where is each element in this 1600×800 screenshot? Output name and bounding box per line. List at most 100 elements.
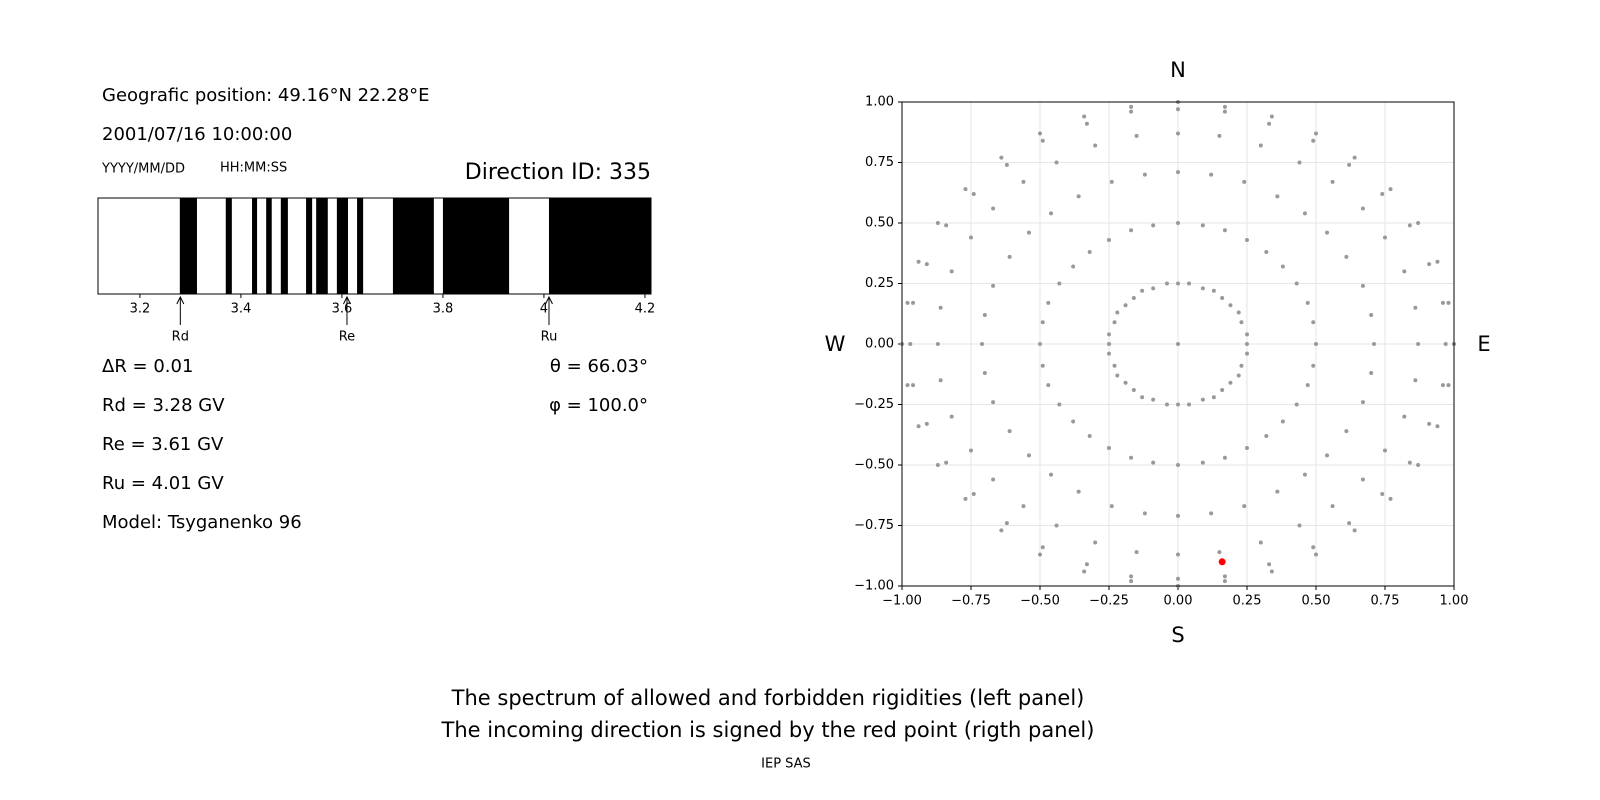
direction-point bbox=[1311, 545, 1316, 550]
direction-point bbox=[1264, 250, 1269, 255]
direction-id: Direction ID: 335 bbox=[465, 160, 651, 185]
direction-point bbox=[1151, 397, 1156, 402]
direction-point bbox=[1220, 296, 1225, 301]
y-tick-label: 1.00 bbox=[865, 95, 894, 110]
direction-point bbox=[982, 371, 987, 376]
direction-point bbox=[1413, 305, 1418, 310]
date-format: YYYY/MM/DD bbox=[101, 162, 185, 177]
direction-point bbox=[916, 424, 921, 429]
time-format: HH:MM:SS bbox=[220, 161, 287, 176]
direction-point bbox=[1314, 131, 1318, 136]
direction-point bbox=[999, 528, 1004, 533]
direction-point bbox=[1267, 121, 1272, 126]
direction-point bbox=[1151, 223, 1156, 228]
direction-point bbox=[1440, 300, 1445, 305]
direction-point bbox=[1134, 133, 1139, 138]
direction-point bbox=[1187, 281, 1192, 286]
direction-point bbox=[1107, 342, 1111, 346]
marker-arrow-head bbox=[545, 295, 553, 305]
direction-point bbox=[1344, 254, 1349, 259]
direction-point bbox=[1305, 300, 1310, 305]
direction-point bbox=[1107, 351, 1111, 356]
direction-point bbox=[963, 187, 968, 192]
direction-point bbox=[1352, 155, 1357, 160]
direction-point bbox=[1222, 109, 1227, 114]
forbidden-band bbox=[357, 198, 364, 294]
direction-point bbox=[905, 383, 910, 388]
direction-point bbox=[1330, 504, 1335, 509]
direction-point bbox=[1211, 395, 1216, 400]
direction-point bbox=[991, 477, 996, 482]
direction-point bbox=[1040, 320, 1045, 325]
angle: θ = 66.03° bbox=[550, 356, 648, 377]
x-tick-label: 0.75 bbox=[1371, 594, 1400, 609]
direction-point bbox=[1112, 320, 1117, 325]
direction-point bbox=[949, 414, 954, 419]
direction-point bbox=[1330, 179, 1335, 184]
direction-point bbox=[1369, 312, 1374, 317]
direction-point bbox=[1275, 194, 1280, 199]
marker-arrow-head bbox=[176, 295, 185, 305]
direction-point bbox=[1142, 511, 1147, 516]
direction-point bbox=[1026, 230, 1031, 235]
direction-point bbox=[1129, 574, 1134, 579]
direction-point bbox=[1131, 296, 1136, 301]
direction-point bbox=[1407, 223, 1412, 228]
direction-point bbox=[1026, 453, 1031, 458]
direction-point bbox=[944, 223, 949, 228]
forbidden-band bbox=[280, 198, 288, 294]
direction-point bbox=[1236, 373, 1241, 378]
direction-point bbox=[1269, 114, 1274, 119]
direction-point bbox=[1040, 138, 1045, 143]
parameter: Re = 3.61 GV bbox=[102, 434, 224, 455]
direction-point bbox=[991, 283, 996, 288]
direction-point bbox=[911, 300, 916, 305]
direction-point bbox=[1176, 170, 1180, 175]
direction-point bbox=[935, 342, 940, 346]
x-tick-label: 0.25 bbox=[1233, 594, 1262, 609]
direction-point bbox=[1369, 371, 1374, 376]
direction-point bbox=[1057, 281, 1062, 286]
direction-point bbox=[1388, 187, 1393, 192]
direction-point bbox=[1049, 472, 1054, 477]
x-tick-label: 3.6 bbox=[332, 302, 353, 317]
direction-point bbox=[1151, 460, 1156, 465]
direction-point bbox=[963, 496, 968, 501]
direction-point bbox=[982, 312, 987, 317]
direction-point bbox=[938, 378, 943, 383]
direction-point bbox=[1383, 448, 1387, 453]
x-tick-label: 3.4 bbox=[231, 302, 252, 317]
direction-point bbox=[1176, 131, 1180, 136]
direction-point bbox=[1021, 179, 1026, 184]
direction-point bbox=[1109, 179, 1114, 184]
direction-point bbox=[935, 463, 940, 467]
direction-point bbox=[1220, 387, 1225, 392]
direction-point bbox=[1435, 424, 1440, 429]
direction-point bbox=[1134, 550, 1139, 555]
direction-point bbox=[1129, 109, 1134, 114]
direction-point bbox=[905, 300, 910, 305]
y-tick-label: −0.50 bbox=[854, 458, 894, 473]
y-tick-label: 0.50 bbox=[865, 216, 894, 231]
y-tick-label: 0.75 bbox=[865, 155, 894, 170]
direction-point bbox=[1380, 191, 1385, 196]
direction-point bbox=[1245, 446, 1249, 451]
direction-point bbox=[1280, 264, 1285, 269]
parameter: Rd = 3.28 GV bbox=[102, 395, 225, 416]
direction-point bbox=[1297, 160, 1302, 165]
direction-point bbox=[1200, 397, 1205, 402]
direction-point bbox=[1236, 310, 1241, 315]
forbidden-band bbox=[306, 198, 313, 294]
compass-label: E bbox=[1477, 332, 1490, 356]
direction-point bbox=[1071, 419, 1076, 424]
marker-label: Rd bbox=[172, 330, 189, 345]
y-tick-label: −0.75 bbox=[854, 518, 894, 533]
parameter: ΔR = 0.01 bbox=[102, 356, 193, 377]
direction-point bbox=[1140, 395, 1145, 400]
direction-point bbox=[1123, 303, 1128, 308]
direction-point bbox=[1004, 162, 1009, 167]
direction-point bbox=[1084, 121, 1089, 126]
direction-point bbox=[1294, 281, 1299, 286]
direction-point bbox=[1325, 453, 1330, 458]
direction-point bbox=[1218, 558, 1226, 566]
